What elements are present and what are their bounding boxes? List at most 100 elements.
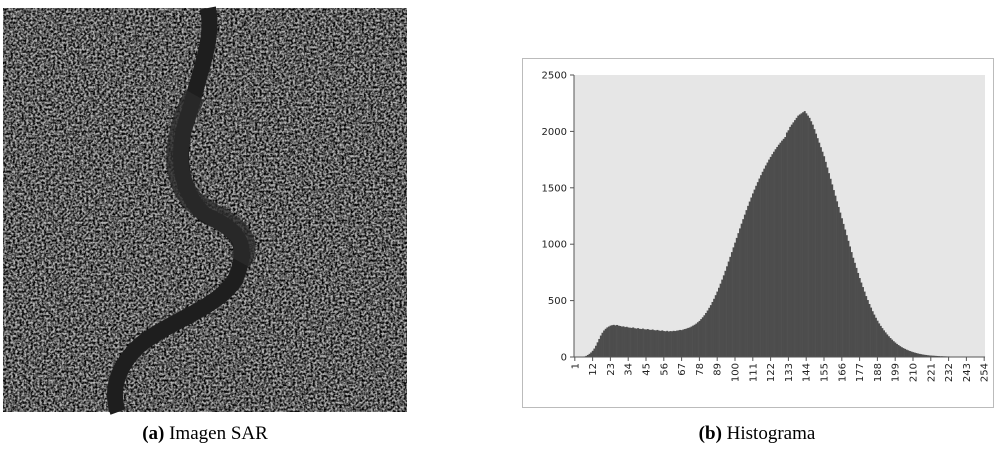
bar	[824, 161, 827, 357]
x-tick-label: 78	[695, 363, 706, 376]
bar	[745, 210, 748, 357]
bar	[816, 138, 819, 357]
bar	[852, 257, 855, 357]
bar	[795, 117, 798, 357]
bar	[637, 328, 640, 357]
bar	[794, 120, 796, 358]
bar	[889, 338, 892, 357]
bar	[701, 317, 704, 357]
histogram: 0 500 1000 1500 2000 2500 1 12 23 34 45 56 67 78 89 100…	[542, 71, 991, 383]
bar	[760, 175, 763, 357]
bar	[662, 331, 665, 357]
bar	[724, 270, 727, 357]
bar	[768, 159, 771, 357]
bar	[926, 355, 929, 357]
bar	[606, 327, 609, 357]
bar	[684, 329, 686, 357]
bar	[708, 307, 711, 357]
bar	[790, 124, 793, 357]
bar	[705, 313, 707, 357]
bar	[607, 326, 610, 357]
y-tick-label: 500	[548, 296, 567, 307]
bar	[599, 335, 602, 357]
bar	[908, 351, 911, 357]
x-tick-label: 243	[962, 363, 973, 382]
x-tick-label: 111	[748, 363, 759, 382]
bar	[735, 237, 738, 357]
bar	[879, 325, 882, 357]
bar	[695, 323, 698, 357]
bar	[845, 235, 848, 357]
bar	[635, 328, 638, 357]
bar	[756, 182, 759, 357]
bar	[758, 178, 761, 357]
y-tick-label: 2000	[542, 127, 567, 138]
bar	[896, 343, 898, 357]
bar	[818, 142, 821, 357]
bar	[641, 328, 644, 357]
bar	[666, 330, 669, 357]
bar	[751, 193, 754, 357]
bar	[755, 185, 758, 357]
x-tick-label: 100	[731, 363, 742, 382]
bar	[706, 310, 709, 357]
bar	[685, 328, 688, 357]
bar	[826, 167, 829, 357]
caption-label: (b)	[699, 423, 722, 444]
bar	[737, 233, 740, 357]
bar	[834, 195, 837, 357]
x-tick-label: 67	[677, 363, 688, 376]
bar	[675, 330, 678, 357]
caption-text: Imagen SAR	[169, 423, 268, 444]
x-tick-label: 188	[873, 363, 884, 382]
bar	[831, 184, 834, 357]
bar	[849, 246, 851, 357]
caption-b: (b) Histograma	[699, 423, 816, 444]
x-tick-label: 12	[588, 363, 599, 376]
bar	[902, 348, 905, 357]
bar	[721, 279, 724, 357]
bar	[614, 325, 617, 357]
bar	[629, 327, 631, 357]
bar	[805, 113, 808, 358]
x-tick-label: 89	[713, 363, 724, 376]
x-tick-label: 122	[766, 363, 777, 382]
bar	[690, 326, 693, 357]
bar	[905, 349, 908, 357]
x-tick-label: 133	[784, 363, 795, 382]
bar	[897, 345, 900, 357]
bar	[774, 149, 777, 357]
bar	[595, 345, 597, 357]
caption-a: (a) Imagen SAR	[142, 423, 268, 444]
bar	[823, 156, 826, 357]
bar	[747, 205, 750, 357]
bar	[782, 138, 785, 357]
bar	[632, 327, 635, 357]
x-tick-label: 177	[855, 363, 866, 382]
bar	[850, 252, 853, 357]
bar	[653, 330, 656, 357]
bar	[640, 329, 643, 357]
bar	[748, 201, 751, 357]
bar	[601, 332, 604, 357]
bar	[878, 323, 881, 357]
bar	[913, 352, 916, 357]
bar	[807, 115, 809, 357]
bar	[886, 334, 889, 357]
bar	[771, 154, 774, 357]
bar	[633, 328, 636, 357]
bar	[915, 353, 918, 357]
bar	[664, 331, 667, 357]
bar	[802, 112, 805, 357]
bar	[586, 354, 589, 357]
bar	[677, 330, 680, 357]
x-tick-label: 221	[926, 363, 937, 382]
bar	[868, 303, 871, 357]
bar	[933, 355, 936, 357]
bar	[593, 348, 596, 357]
bar	[674, 331, 677, 357]
bar	[766, 162, 769, 357]
bar	[716, 291, 719, 357]
x-tick-label: 56	[659, 363, 670, 376]
